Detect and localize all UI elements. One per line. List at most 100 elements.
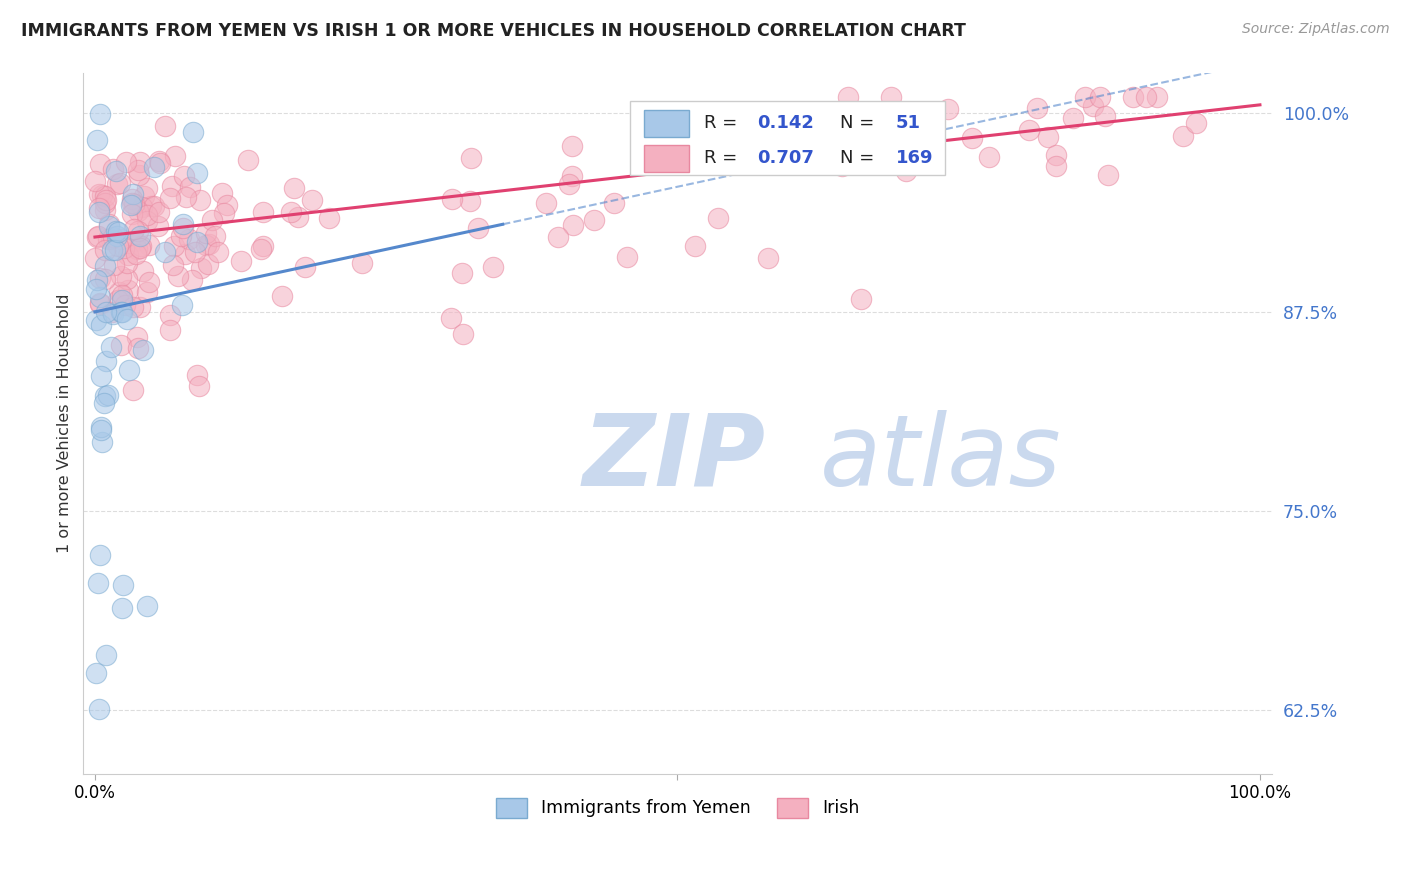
Point bbox=[440, 311, 463, 326]
Point bbox=[90, 435, 112, 450]
Point bbox=[105, 228, 128, 243]
Text: R =: R = bbox=[703, 114, 742, 132]
Point bbox=[197, 236, 219, 251]
Point bbox=[179, 180, 201, 194]
Point bbox=[108, 176, 131, 190]
Point bbox=[283, 181, 305, 195]
Point bbox=[558, 177, 581, 191]
Point bbox=[1045, 159, 1067, 173]
Point bbox=[94, 203, 117, 218]
Point bbox=[104, 243, 127, 257]
Point bbox=[103, 162, 125, 177]
Point bbox=[127, 163, 149, 178]
Point bbox=[111, 288, 134, 302]
Point bbox=[121, 192, 143, 206]
Point bbox=[536, 196, 558, 211]
Point bbox=[1094, 109, 1116, 123]
Point bbox=[89, 271, 111, 285]
Point bbox=[155, 119, 177, 133]
Legend: Immigrants from Yemen, Irish: Immigrants from Yemen, Irish bbox=[489, 790, 866, 825]
Point bbox=[936, 102, 959, 116]
Point bbox=[110, 232, 132, 246]
Point bbox=[114, 154, 136, 169]
Text: atlas: atlas bbox=[820, 410, 1062, 507]
Point bbox=[252, 205, 274, 219]
Point bbox=[603, 196, 626, 211]
Point bbox=[128, 168, 150, 182]
Point bbox=[127, 341, 149, 355]
Point bbox=[110, 601, 132, 615]
Point bbox=[135, 285, 157, 299]
Point bbox=[122, 383, 145, 397]
Point bbox=[87, 205, 110, 219]
Point bbox=[103, 230, 125, 244]
Point bbox=[90, 419, 112, 434]
Point bbox=[172, 220, 194, 235]
Point bbox=[131, 200, 153, 214]
Point bbox=[1036, 130, 1059, 145]
Point bbox=[179, 232, 201, 246]
Point bbox=[252, 239, 274, 253]
Point bbox=[215, 198, 238, 212]
Point bbox=[129, 241, 152, 255]
Point bbox=[89, 548, 111, 562]
Point bbox=[125, 247, 148, 261]
Point bbox=[174, 190, 197, 204]
Point bbox=[153, 245, 176, 260]
Point bbox=[114, 298, 136, 312]
Point bbox=[125, 242, 148, 256]
Point bbox=[122, 222, 145, 236]
Point bbox=[301, 194, 323, 208]
Point bbox=[117, 363, 139, 377]
Point bbox=[86, 273, 108, 287]
Point bbox=[172, 217, 194, 231]
Point bbox=[561, 138, 583, 153]
Point bbox=[97, 219, 120, 233]
Point bbox=[87, 187, 110, 202]
Point bbox=[120, 197, 142, 211]
Point bbox=[89, 106, 111, 120]
Point bbox=[122, 186, 145, 201]
Point bbox=[170, 228, 193, 243]
Point bbox=[1122, 90, 1144, 104]
Point bbox=[142, 161, 165, 175]
Point bbox=[89, 296, 111, 310]
Point bbox=[1090, 90, 1112, 104]
Point bbox=[86, 133, 108, 147]
Point bbox=[197, 257, 219, 271]
Point bbox=[139, 199, 162, 213]
Point bbox=[441, 192, 464, 206]
Point bbox=[131, 239, 153, 253]
Point bbox=[163, 238, 186, 252]
Point bbox=[458, 194, 481, 208]
Point bbox=[195, 226, 218, 240]
Point bbox=[111, 304, 134, 318]
Point bbox=[122, 300, 145, 314]
Point bbox=[103, 258, 125, 272]
Point bbox=[94, 193, 117, 207]
Point bbox=[1045, 147, 1067, 161]
Point bbox=[107, 239, 129, 253]
Point bbox=[170, 298, 193, 312]
Text: 51: 51 bbox=[896, 114, 921, 132]
Point bbox=[186, 235, 208, 249]
Point bbox=[1062, 111, 1084, 125]
Point bbox=[977, 150, 1000, 164]
Point bbox=[100, 305, 122, 319]
Point bbox=[136, 599, 159, 613]
Point bbox=[84, 173, 107, 187]
Point bbox=[165, 149, 187, 163]
Point bbox=[111, 293, 134, 308]
Point bbox=[768, 152, 790, 166]
Text: R =: R = bbox=[703, 149, 742, 167]
Point bbox=[105, 177, 128, 191]
Point bbox=[181, 273, 204, 287]
Point bbox=[249, 242, 271, 256]
Point bbox=[148, 205, 170, 219]
Point bbox=[184, 244, 207, 259]
Point bbox=[101, 307, 124, 321]
Text: ZIP: ZIP bbox=[582, 410, 765, 507]
Point bbox=[159, 308, 181, 322]
Point bbox=[148, 153, 170, 168]
Point bbox=[111, 578, 134, 592]
